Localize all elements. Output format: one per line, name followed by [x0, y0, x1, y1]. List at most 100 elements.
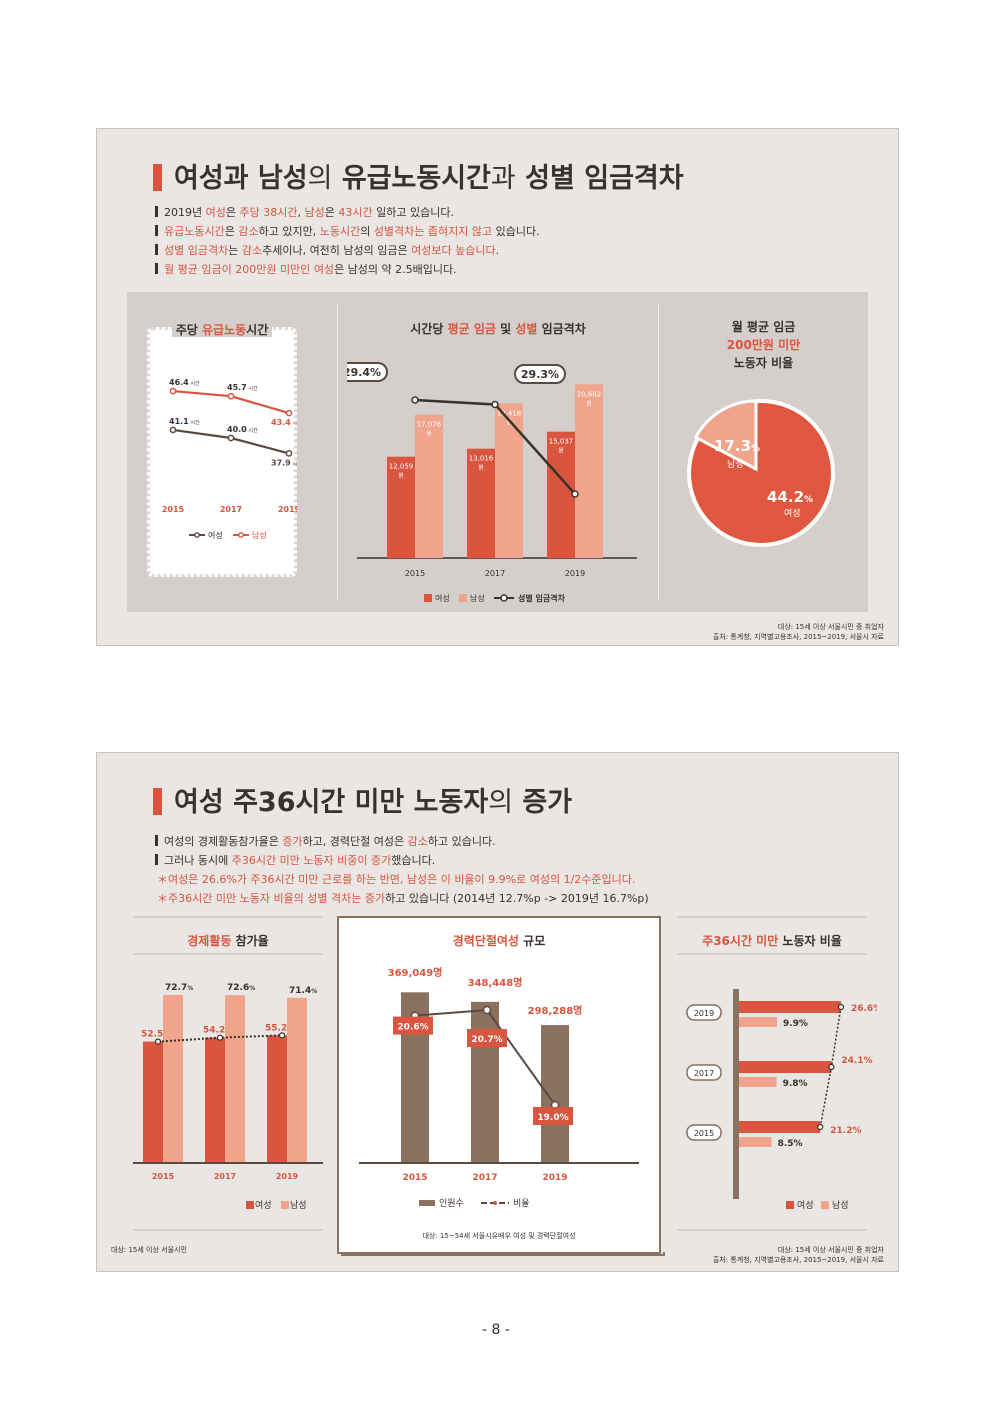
- legend-marker: [500, 594, 508, 602]
- data-point: [227, 434, 235, 442]
- bar-남성: [225, 995, 245, 1163]
- data-label: 40.0 시간: [227, 425, 258, 434]
- legend-marker: [493, 1201, 497, 1205]
- legend-label: 여성: [255, 1199, 272, 1211]
- chart-title-work-hours: 주당 유급노동시간: [147, 321, 297, 338]
- ratio-label-box: [467, 1029, 507, 1047]
- category-pill: [686, 1124, 722, 1141]
- data-point: [285, 450, 293, 457]
- bar-여성: [387, 456, 415, 558]
- bar-label: 17,076: [417, 421, 442, 429]
- source-note-left: 대상: 15세 이상 서울시민: [111, 1246, 187, 1254]
- ratio-label: 19.0%: [537, 1113, 568, 1123]
- bar-인원수: [541, 1025, 569, 1163]
- slice-name: 여성: [784, 507, 801, 519]
- gap-label: 29.3%: [521, 368, 559, 381]
- bar-label: 26.6%: [851, 1004, 877, 1014]
- bar-label: 20,682: [577, 390, 602, 398]
- category-label: 2015: [694, 1129, 714, 1138]
- trend-point: [216, 1034, 224, 1041]
- bar-label: 71.4%: [289, 986, 317, 996]
- trend-point: [154, 1038, 162, 1045]
- data-point: [169, 387, 177, 395]
- note-1: ＊여성은 26.6%가 주36시간 미만 근로를 하는 반면, 남성은 이 비율…: [157, 873, 636, 886]
- data-label: 37.9 시간: [271, 458, 297, 467]
- legend-label: 남성: [290, 1200, 307, 1211]
- data-label: 45.7 시간: [227, 383, 258, 392]
- line-chart-work-hours: 41.1 시간 40.0 시간 37.9 시간 46.4 시간 45.7 시간 43.4 …: [162, 378, 297, 540]
- bar-label: 18,418: [497, 409, 522, 417]
- bar-label: 348,448명: [468, 976, 523, 989]
- title-part: 유급노동시간: [332, 163, 491, 194]
- bar-label: 298,288명: [528, 1004, 583, 1017]
- chart-title-participation: 경제활동 참가율: [187, 934, 269, 948]
- trend-point: [828, 1063, 835, 1071]
- chart-card-work-hours: [147, 327, 297, 577]
- gap-point: [491, 400, 499, 409]
- ratio-point: [482, 1005, 492, 1015]
- legend-swatch: [424, 594, 432, 602]
- bar-chart-hourly-wage: 12,059원13,016원15,037원17,076원18,418원20,68…: [347, 362, 637, 603]
- data-point: [227, 392, 235, 400]
- bar-여성: [143, 1041, 163, 1163]
- x-tick-label: 2017: [485, 569, 505, 578]
- legend-label: 인원수: [439, 1198, 464, 1209]
- note-2: ＊주36시간 미만 노동자 비율의 성별 격차는 증가하고 있습니다 (2014…: [157, 892, 649, 905]
- bullet-2: 유급노동시간은 감소하고 있지만, 노동시간의 성별격차는 좁혀지지 않고 있습…: [155, 223, 540, 239]
- bar-여성: [467, 448, 495, 558]
- legend-label: 비율: [513, 1198, 530, 1209]
- divider: [677, 1229, 867, 1231]
- divider: [133, 953, 323, 955]
- legend-label: 여성: [797, 1199, 814, 1211]
- bullet-1: 여성의 경제활동참가율은 증가하고, 경력단절 여성은 감소하고 있습니다.: [155, 833, 496, 849]
- title-marker: [153, 788, 162, 815]
- x-tick-label: 2015: [162, 505, 185, 514]
- bar-label: 9.8%: [783, 1079, 808, 1089]
- trend-point: [278, 1032, 286, 1039]
- bar-label: 8.5%: [778, 1139, 803, 1149]
- title-part: 성별 임금격차: [515, 163, 684, 194]
- bar-남성: [575, 384, 603, 558]
- x-tick-label: 2017: [220, 505, 242, 514]
- panel-title: 여성 주36시간 미만 노동자의 증가: [153, 780, 572, 819]
- divider: [677, 953, 867, 955]
- legend-swatch: [821, 1201, 829, 1209]
- bar-chart-participation: 52.5%54.2%55.2%72.7%72.6%71.4%2015201720…: [133, 983, 323, 1211]
- bar-chart-career-break: 369,049명 348,448명 298,288명 2015 2017 2019 20.6…: [359, 966, 639, 1209]
- infographic-panel-work-hours-wage-gap: 여성과 남성의 유급노동시간과 성별 임금격차 2019년 여성은 주당 38시…: [96, 128, 899, 646]
- x-tick-label: 2019: [542, 1173, 567, 1183]
- legend-label: 성별 임금격차: [518, 593, 566, 603]
- legend-swatch: [246, 1201, 254, 1209]
- pie-slice-남성: [693, 399, 758, 472]
- x-tick-label: 2015: [152, 1172, 175, 1181]
- ratio-label: 20.7%: [471, 1035, 502, 1045]
- slice-label: 17.3%: [714, 437, 760, 455]
- bar-남성: [163, 994, 183, 1163]
- title-marker: [153, 164, 162, 191]
- bullet-4: 월 평균 임금이 200만원 미만인 여성은 남성의 약 2.5배입니다.: [155, 261, 457, 277]
- legend-swatch: [281, 1201, 289, 1209]
- bar-label: 15,037: [549, 438, 574, 446]
- legend-marker: [238, 532, 244, 538]
- data-label: 43.4 시간: [271, 418, 297, 427]
- x-tick-label: 2015: [405, 569, 425, 578]
- gap-label-box: [514, 364, 566, 384]
- category-label: 2019: [694, 1009, 714, 1018]
- bar-label: 13,016: [469, 455, 494, 463]
- bar-남성: [495, 403, 523, 558]
- legend-label: 남성: [470, 594, 485, 603]
- bar-unit: 원: [478, 464, 484, 472]
- ratio-label-box: [393, 1016, 433, 1035]
- x-tick-label: 2017: [472, 1173, 497, 1183]
- chart-title-hourly-wage: 시간당 평균 임금 및 성별 임금격차: [410, 322, 586, 336]
- x-tick-label: 2015: [402, 1173, 427, 1183]
- data-point: [169, 426, 177, 434]
- bar-남성: [739, 1077, 777, 1087]
- divider: [133, 1229, 323, 1231]
- source-note: 대상: 15세 이상 서울시민 중 취업자 출처: 통계청, 지역별고용조사, 2…: [712, 1246, 884, 1264]
- infographic-panel-short-hours: 여성 주36시간 미만 노동자의 증가 여성의 경제활동참가율은 증가하고, 경…: [96, 752, 899, 1272]
- gap-point: [571, 490, 579, 498]
- legend-marker: [194, 532, 200, 538]
- divider: [658, 304, 659, 600]
- bar-label: 12,059: [389, 463, 414, 471]
